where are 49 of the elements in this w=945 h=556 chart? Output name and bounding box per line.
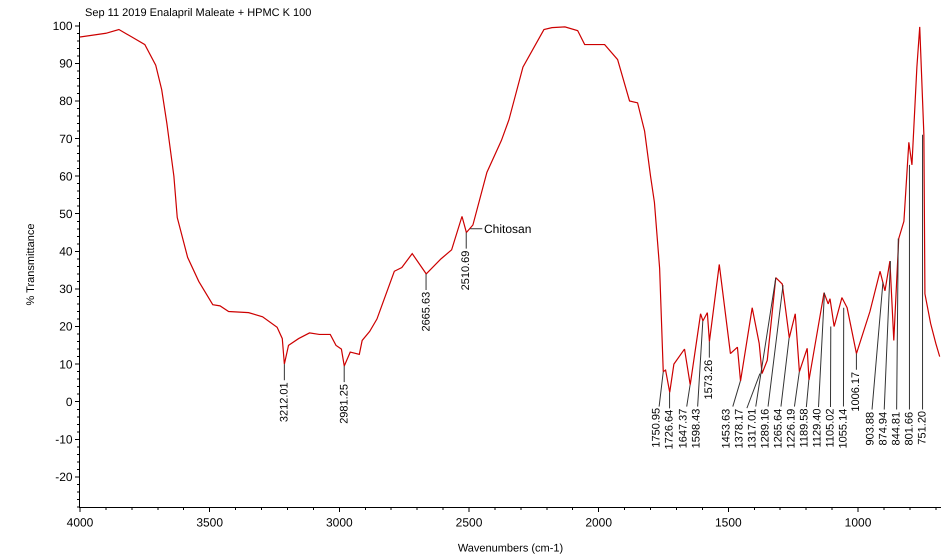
y-tick-label: 0 xyxy=(66,394,73,409)
annotation: 1189.58 xyxy=(798,408,810,448)
annotation: 1647.37 xyxy=(677,408,690,448)
annotation: 1750.95 xyxy=(650,408,663,448)
x-tick-label: 3500 xyxy=(196,515,224,530)
y-tick-label: 10 xyxy=(59,357,73,372)
x-tick-label: 1500 xyxy=(714,515,742,530)
y-tick-label: 40 xyxy=(59,244,73,259)
y-tick-label: 60 xyxy=(59,169,73,184)
x-tick-label: 2500 xyxy=(456,515,483,530)
annotation: 2510.69 xyxy=(460,250,472,290)
annotation: 751.20 xyxy=(916,410,928,445)
y-axis-title: % Transmittance xyxy=(25,224,38,306)
y-tick-label: 70 xyxy=(59,132,73,146)
y-tick-label: 80 xyxy=(59,94,73,108)
x-tick-label: 3000 xyxy=(326,515,354,530)
x-axis-title: Wavenumbers (cm-1) xyxy=(458,542,564,555)
annotation: 3212.01 xyxy=(278,382,291,422)
annotation: 1317.01 xyxy=(746,408,758,448)
y-tick-label: 90 xyxy=(59,56,73,71)
annotation: 2665.63 xyxy=(420,292,433,332)
x-tick-label: 1000 xyxy=(844,515,872,530)
annotation: 1129.40 xyxy=(811,408,824,448)
y-tick-label: 100 xyxy=(52,18,73,33)
annotation: 1105.02 xyxy=(824,408,836,448)
annotation: 1378.17 xyxy=(733,408,746,448)
y-tick-label: -10 xyxy=(55,432,73,447)
annotation: 903.88 xyxy=(864,412,876,446)
annotation: 1226.19 xyxy=(785,408,798,448)
annotation: 2981.25 xyxy=(338,384,351,424)
y-tick-label: 50 xyxy=(59,206,73,221)
annotation: 1265.64 xyxy=(772,408,784,448)
annotation: 1453.63 xyxy=(720,408,732,448)
annotation: 1006.17 xyxy=(850,372,862,412)
annotation: 1726.64 xyxy=(664,410,676,450)
annotation: 874.94 xyxy=(877,412,890,446)
x-tick-label: 4000 xyxy=(66,515,94,530)
annotation: 801.66 xyxy=(903,412,916,446)
y-tick-label: -20 xyxy=(55,470,73,484)
y-tick-label: 20 xyxy=(59,320,73,334)
annotation: Chitosan xyxy=(484,222,532,236)
y-tick-label: 30 xyxy=(59,282,73,296)
annotation: 1055.14 xyxy=(837,408,850,448)
annotation: 1573.26 xyxy=(703,360,716,400)
annotation: 1598.43 xyxy=(690,408,702,448)
x-tick-label: 2000 xyxy=(585,515,612,530)
chart-title: Sep 11 2019 Enalapril Maleate + HPMC K 100 xyxy=(85,7,312,20)
annotation: 844.81 xyxy=(890,412,902,446)
annotation: 1289.16 xyxy=(759,408,772,448)
